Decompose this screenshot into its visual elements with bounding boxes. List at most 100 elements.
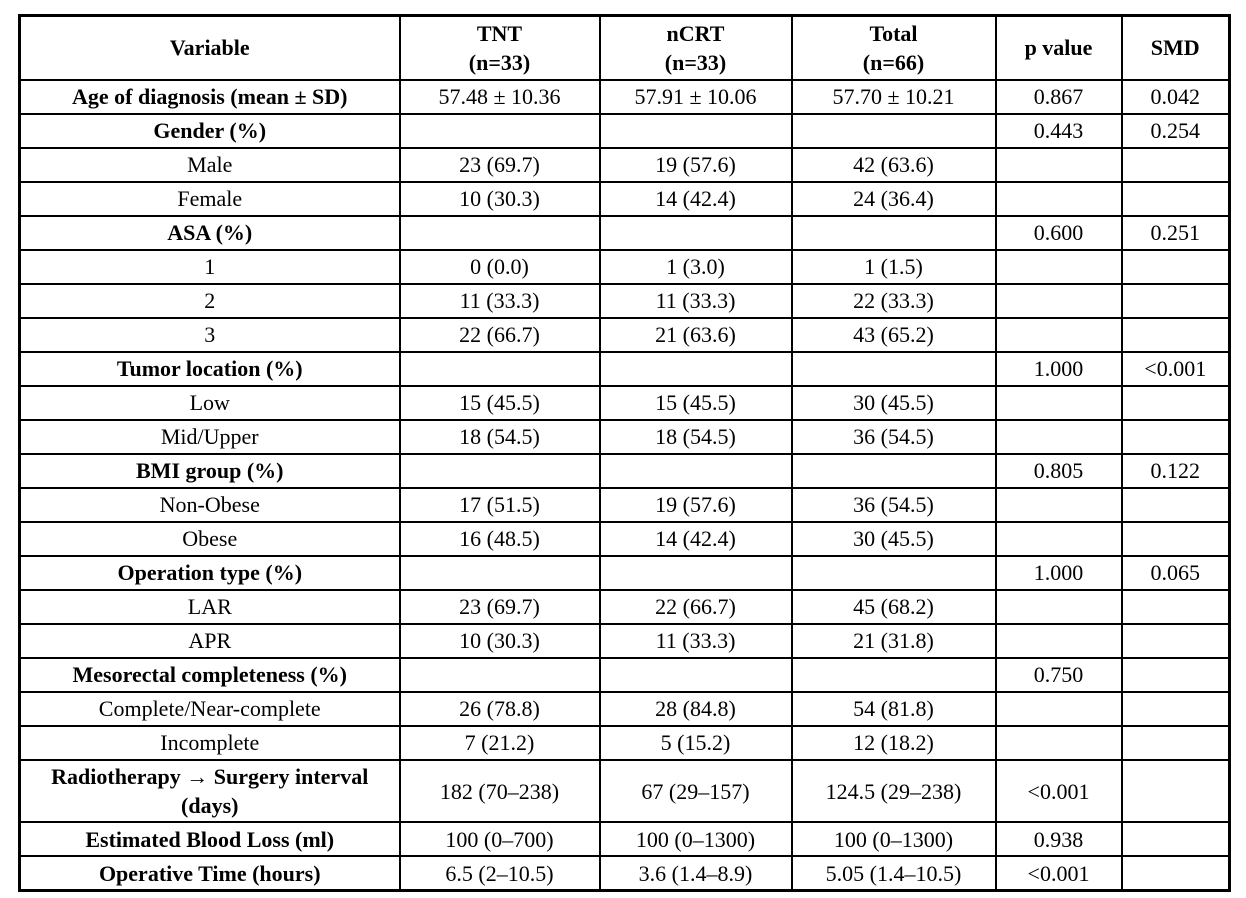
cell-smd [1120,181,1231,217]
cell-variable: Operative Time (hours) [18,855,401,892]
table-row: Female 10 (30.3) 14 (42.4) 24 (36.4) [18,181,1231,217]
table-row: Male 23 (69.7) 19 (57.6) 42 (63.6) [18,147,1231,183]
cell-total: 42 (63.6) [790,147,997,183]
cell-total: 30 (45.5) [790,385,997,421]
table-row: 2 11 (33.3) 11 (33.3) 22 (33.3) [18,283,1231,319]
cell-p [994,181,1123,217]
cell-smd [1120,725,1231,761]
cell-tnt: 23 (69.7) [398,589,601,625]
table-row: Radiotherapy → Surgery interval (days) 18… [18,758,1231,824]
column-header-total: Total (n=66) [790,14,997,81]
cell-ncrt: 11 (33.3) [598,623,793,659]
cell-ncrt: 14 (42.4) [598,181,793,217]
cell-smd: 0.254 [1120,113,1231,149]
cell-smd [1120,855,1231,892]
cell-variable: 2 [18,283,401,319]
cell-variable: Estimated Blood Loss (ml) [18,821,401,858]
cell-tnt: 6.5 (2–10.5) [398,855,601,892]
cell-ncrt: 3.6 (1.4–8.9) [598,855,793,892]
cell-ncrt: 57.91 ± 10.06 [598,79,793,115]
cell-variable: Female [18,181,401,217]
cell-tnt: 0 (0.0) [398,249,601,285]
cell-total: 36 (54.5) [790,419,997,455]
cell-tnt: 10 (30.3) [398,623,601,659]
cell-ncrt: 21 (63.6) [598,317,793,353]
cell-p: 0.443 [994,113,1123,149]
cell-tnt: 11 (33.3) [398,283,601,319]
cell-total [790,555,997,591]
cell-p: <0.001 [994,758,1123,824]
cell-total: 57.70 ± 10.21 [790,79,997,115]
cell-smd [1120,249,1231,285]
cell-smd [1120,385,1231,421]
cell-tnt: 57.48 ± 10.36 [398,79,601,115]
cell-variable: Male [18,147,401,183]
cell-total [790,215,997,251]
cell-ncrt: 14 (42.4) [598,521,793,557]
cell-variable: Obese [18,521,401,557]
cell-variable: BMI group (%) [18,453,401,489]
cell-ncrt: 15 (45.5) [598,385,793,421]
cell-ncrt: 67 (29–157) [598,758,793,824]
cell-p [994,691,1123,727]
cell-total [790,113,997,149]
cell-p [994,521,1123,557]
cell-p: 0.805 [994,453,1123,489]
cell-total: 12 (18.2) [790,725,997,761]
table-row: Age of diagnosis (mean ± SD) 57.48 ± 10.3… [18,79,1231,115]
cell-smd [1120,147,1231,183]
cell-variable: 3 [18,317,401,353]
cell-p [994,419,1123,455]
cell-smd [1120,821,1231,858]
table-row: Operation type (%) 1.000 0.065 [18,555,1231,591]
table-body: Age of diagnosis (mean ± SD) 57.48 ± 10.3… [18,79,1231,892]
cell-p: 0.867 [994,79,1123,115]
table-row: ASA (%) 0.600 0.251 [18,215,1231,251]
cell-ncrt: 18 (54.5) [598,419,793,455]
cell-ncrt [598,113,793,149]
cell-ncrt: 5 (15.2) [598,725,793,761]
cell-variable: LAR [18,589,401,625]
cell-p [994,317,1123,353]
cell-tnt: 15 (45.5) [398,385,601,421]
cell-variable: Mesorectal completeness (%) [18,657,401,693]
cell-ncrt: 19 (57.6) [598,487,793,523]
table-row: APR 10 (30.3) 11 (33.3) 21 (31.8) [18,623,1231,659]
cell-ncrt: 1 (3.0) [598,249,793,285]
table-row: Complete/Near-complete 26 (78.8) 28 (84.8)… [18,691,1231,727]
table-row: Estimated Blood Loss (ml) 100 (0–700) 100 … [18,821,1231,858]
cell-smd [1120,487,1231,523]
cell-tnt [398,113,601,149]
cell-p [994,487,1123,523]
cell-smd [1120,657,1231,693]
table-row: Low 15 (45.5) 15 (45.5) 30 (45.5) [18,385,1231,421]
cell-smd: 0.251 [1120,215,1231,251]
table-row: Mid/Upper 18 (54.5) 18 (54.5) 36 (54.5) [18,419,1231,455]
cell-total: 1 (1.5) [790,249,997,285]
cell-smd: 0.065 [1120,555,1231,591]
cell-p: 0.750 [994,657,1123,693]
cell-p [994,623,1123,659]
cell-smd [1120,317,1231,353]
cell-smd [1120,589,1231,625]
cell-p [994,249,1123,285]
cell-p: 0.938 [994,821,1123,858]
cell-tnt: 100 (0–700) [398,821,601,858]
table-row: Tumor location (%) 1.000 <0.001 [18,351,1231,387]
cell-total: 5.05 (1.4–10.5) [790,855,997,892]
cell-smd: <0.001 [1120,351,1231,387]
cell-ncrt: 22 (66.7) [598,589,793,625]
cell-total: 30 (45.5) [790,521,997,557]
cell-tnt: 22 (66.7) [398,317,601,353]
table-row: Gender (%) 0.443 0.254 [18,113,1231,149]
cell-total [790,351,997,387]
cell-tnt: 10 (30.3) [398,181,601,217]
cell-ncrt [598,657,793,693]
cell-tnt [398,453,601,489]
cell-tnt [398,215,601,251]
column-header-variable: Variable [18,14,401,81]
baseline-characteristics-table: Variable TNT (n=33) nCRT (n=33) Total (n=66… [18,14,1231,893]
cell-variable: Tumor location (%) [18,351,401,387]
cell-total [790,657,997,693]
table-row: Obese 16 (48.5) 14 (42.4) 30 (45.5) [18,521,1231,557]
